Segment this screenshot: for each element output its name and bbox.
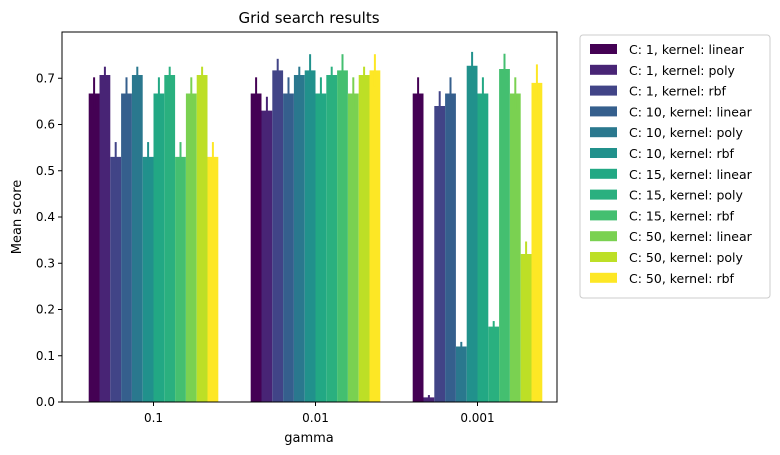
bar [509,93,521,402]
bar [477,93,489,402]
legend-label: C: 1, kernel: linear [629,42,745,57]
bar [110,156,122,403]
legend-label: C: 50, kernel: poly [629,250,743,265]
bar [250,93,262,402]
bar [185,93,197,402]
bar [499,69,510,402]
x-tick-label: 0.01 [302,411,329,425]
bar [153,93,165,402]
bar [261,110,273,403]
legend-swatch [590,210,617,221]
bar [488,326,500,402]
bar [369,70,381,402]
bar [196,75,208,402]
y-axis: 0.0 0.1 0.2 0.3 0.4 0.5 0.6 0.7 [36,71,62,409]
legend-label: C: 15, kernel: rbf [629,208,735,223]
y-tick-label: 0.5 [36,164,55,178]
bar [347,93,359,402]
legend-swatch [590,189,617,200]
legend-label: C: 10, kernel: poly [629,125,743,140]
bars-group [88,65,543,403]
legend-label: C: 1, kernel: poly [629,63,736,78]
legend-swatch [590,168,617,179]
legend-frame [579,34,771,299]
legend: C: 1, kernel: linear C: 1, kernel: poly C:… [579,34,771,299]
bar [466,65,478,402]
legend-swatch [590,127,617,138]
legend-label: C: 1, kernel: rbf [629,84,727,99]
bar [455,346,467,402]
y-tick-label: 0.1 [36,349,55,363]
x-tick-label: 0.1 [144,411,163,425]
legend-items: C: 1, kernel: linear C: 1, kernel: poly C:… [590,42,753,286]
bar [293,75,305,402]
bar [326,75,338,402]
bar [304,70,316,402]
bar [520,254,532,402]
bar [531,82,543,403]
x-axis: 0.1 0.01 0.001 [144,402,495,425]
bar [412,93,424,402]
legend-swatch [590,272,617,283]
bar [272,70,284,402]
chart-title: Grid search results [238,9,379,27]
legend-swatch [590,231,617,242]
bar [121,93,132,402]
bar [315,93,327,402]
bar [164,75,176,402]
error-bars-group [93,51,538,400]
legend-swatch [590,44,617,54]
bar [423,397,435,403]
bar [445,93,456,402]
bar [131,75,143,402]
y-tick-label: 0.6 [36,118,55,132]
y-tick-label: 0.3 [36,256,55,270]
y-tick-label: 0.2 [36,303,55,317]
legend-label: C: 15, kernel: linear [629,167,753,182]
x-axis-label: gamma [284,431,334,446]
bar [434,106,446,402]
y-tick-label: 0.4 [36,210,55,224]
y-tick-label: 0.7 [36,71,55,85]
bar [207,156,219,403]
bar [142,156,154,403]
legend-label: C: 50, kernel: rbf [629,271,735,286]
legend-label: C: 15, kernel: poly [629,188,743,203]
y-tick-label: 0.0 [36,395,55,409]
y-axis-label: Mean score [10,180,25,254]
legend-label: C: 10, kernel: linear [629,104,753,119]
bar [337,70,348,402]
bar [175,156,186,403]
x-tick-label: 0.001 [460,411,494,425]
legend-label: C: 10, kernel: rbf [629,146,735,161]
bar [99,75,111,402]
legend-swatch [590,85,617,96]
legend-swatch [590,252,617,262]
bar [88,93,100,402]
bar [358,75,370,402]
legend-swatch [590,148,617,158]
legend-swatch [590,106,617,117]
legend-swatch [590,64,617,75]
bar [283,93,294,402]
legend-label: C: 50, kernel: linear [629,229,753,244]
